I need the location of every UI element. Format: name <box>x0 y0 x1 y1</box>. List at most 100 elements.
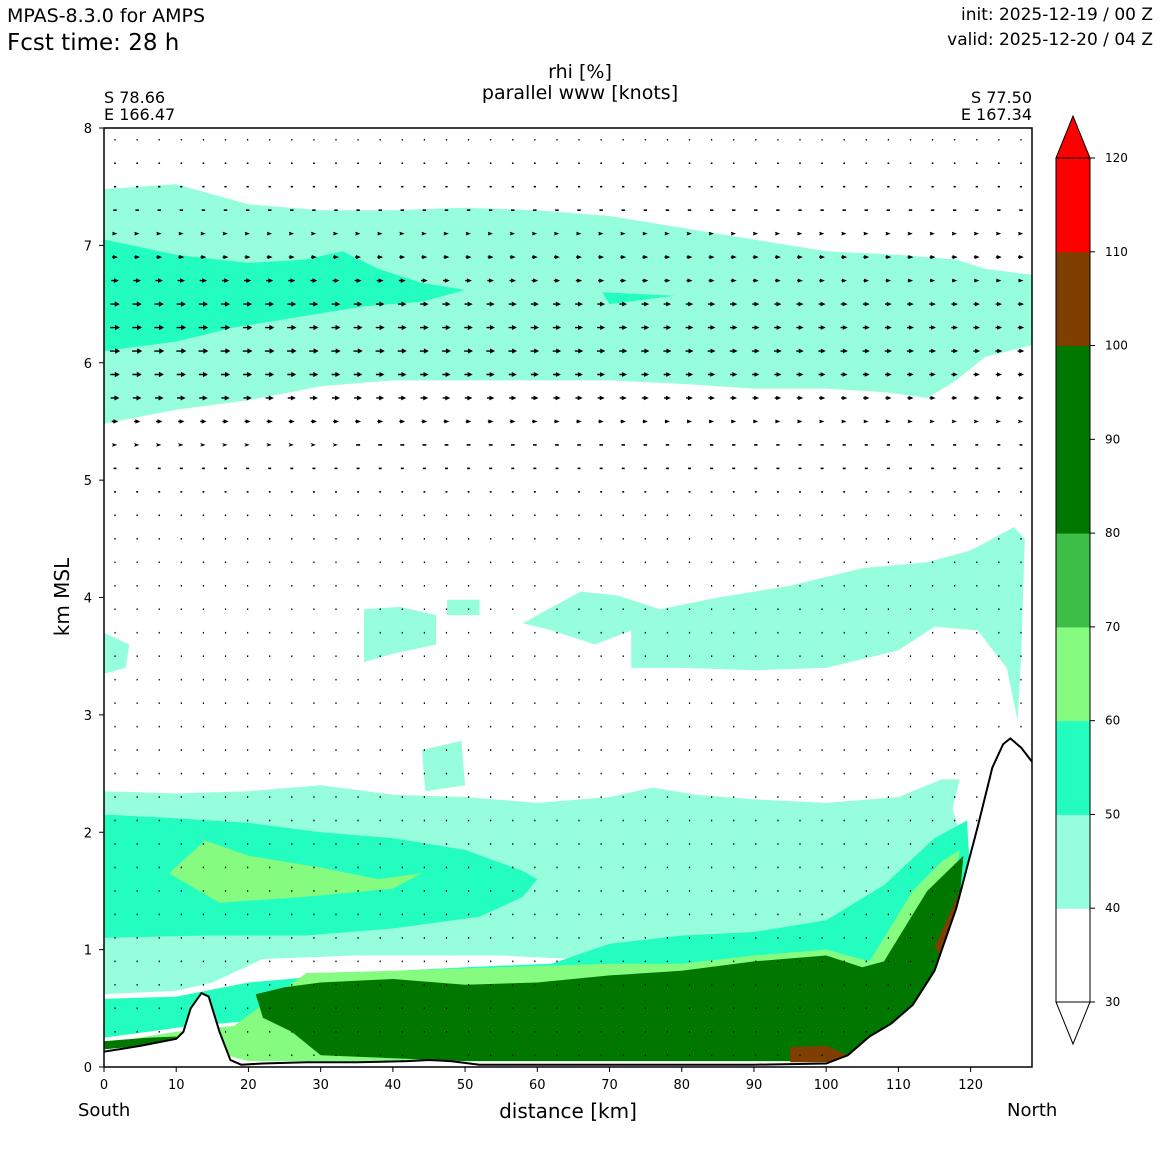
wind-arrow <box>733 1030 735 1033</box>
wind-arrow <box>751 348 760 354</box>
wind-vector-layer <box>109 138 1025 1057</box>
wind-arrow <box>622 725 624 728</box>
wind-arrow <box>178 419 185 424</box>
wind-arrow <box>490 984 492 986</box>
wind-arrow <box>313 608 315 611</box>
wind-arrow <box>224 796 227 798</box>
wind-arrow <box>752 301 760 307</box>
wind-arrow <box>335 796 337 798</box>
wind-arrow <box>685 348 694 354</box>
wind-arrow <box>799 796 801 798</box>
wind-arrow <box>644 185 647 188</box>
wind-arrow <box>401 749 403 751</box>
wind-arrow <box>754 185 757 188</box>
x-axis-label: distance [km] <box>499 1099 637 1123</box>
wind-arrow <box>397 324 407 331</box>
wind-arrow <box>555 185 559 188</box>
wind-arrow <box>843 937 845 939</box>
wind-arrow <box>887 514 890 517</box>
wind-arrow <box>291 1054 293 1057</box>
wind-arrow <box>575 278 583 283</box>
wind-arrow <box>357 491 360 493</box>
wind-arrow <box>247 1007 249 1010</box>
wind-arrow <box>644 984 646 986</box>
wind-arrow <box>666 162 669 165</box>
wind-arrow <box>510 231 516 236</box>
wind-arrow <box>821 1054 823 1057</box>
wind-arrow <box>578 819 580 822</box>
wind-arrow <box>931 772 934 775</box>
wind-arrow <box>733 819 735 822</box>
wind-arrow <box>269 749 271 751</box>
wind-arrow <box>996 231 1002 236</box>
wind-arrow <box>644 843 646 845</box>
wind-arrow <box>733 538 735 540</box>
wind-arrow <box>512 843 514 845</box>
wind-arrow <box>976 678 978 681</box>
colorbar-tick-label: 70 <box>1105 620 1120 634</box>
wind-arrow <box>136 655 138 657</box>
wind-arrow <box>865 1007 867 1010</box>
wind-arrow <box>534 960 536 963</box>
wind-arrow <box>486 372 495 377</box>
wind-arrow <box>467 584 470 587</box>
wind-arrow <box>532 231 538 236</box>
wind-arrow <box>622 491 625 493</box>
wind-arrow <box>909 749 912 751</box>
wind-arrow <box>269 702 271 704</box>
wind-arrow <box>995 255 1002 260</box>
wind-arrow <box>467 890 470 892</box>
wind-arrow <box>467 843 470 845</box>
wind-arrow <box>753 231 759 236</box>
wind-arrow <box>222 231 228 236</box>
wind-arrow <box>445 1007 448 1010</box>
wind-arrow <box>158 538 160 540</box>
wind-arrow <box>578 772 580 775</box>
wind-arrow <box>733 702 735 704</box>
wind-arrow <box>199 395 208 401</box>
wind-arrow <box>754 467 758 470</box>
wind-arrow <box>622 1007 624 1010</box>
wind-arrow <box>290 467 294 470</box>
wind-arrow <box>310 255 317 260</box>
wind-arrow <box>534 937 536 939</box>
wind-arrow <box>998 561 1000 564</box>
wind-arrow <box>490 937 492 939</box>
wind-arrow <box>158 138 160 141</box>
y-axis-label: km MSL <box>50 557 74 636</box>
wind-arrow <box>575 395 583 401</box>
wind-arrow <box>622 138 624 141</box>
wind-arrow <box>843 725 845 728</box>
wind-arrow <box>220 301 231 307</box>
wind-arrow <box>818 395 826 401</box>
wind-arrow <box>865 984 867 986</box>
wind-arrow <box>512 608 514 611</box>
wind-arrow <box>487 231 493 236</box>
wind-arrow <box>554 419 560 424</box>
wind-arrow <box>843 631 845 634</box>
wind-arrow <box>423 561 425 564</box>
wind-arrow <box>954 772 956 775</box>
wind-arrow <box>777 772 779 775</box>
wind-arrow <box>356 185 360 188</box>
wind-arrow <box>798 209 802 211</box>
wind-arrow <box>379 538 381 540</box>
wind-arrow <box>731 419 737 424</box>
wind-arrow <box>644 514 647 517</box>
wind-arrow <box>423 890 425 892</box>
wind-arrow <box>555 209 559 211</box>
wind-arrow <box>976 772 978 775</box>
wind-arrow <box>578 584 580 587</box>
wind-arrow <box>578 608 580 611</box>
wind-arrow <box>777 984 779 986</box>
wind-arrow <box>688 185 691 188</box>
wind-arrow <box>799 890 801 892</box>
wind-arrow <box>644 631 646 634</box>
wind-arrow <box>269 1007 271 1010</box>
wind-arrow <box>202 608 205 611</box>
rhi-region-40 <box>522 527 1025 721</box>
end-latitude: S 77.50 <box>970 88 1032 107</box>
wind-arrow <box>666 749 669 751</box>
wind-arrow <box>799 514 801 517</box>
wind-arrow <box>534 796 536 798</box>
